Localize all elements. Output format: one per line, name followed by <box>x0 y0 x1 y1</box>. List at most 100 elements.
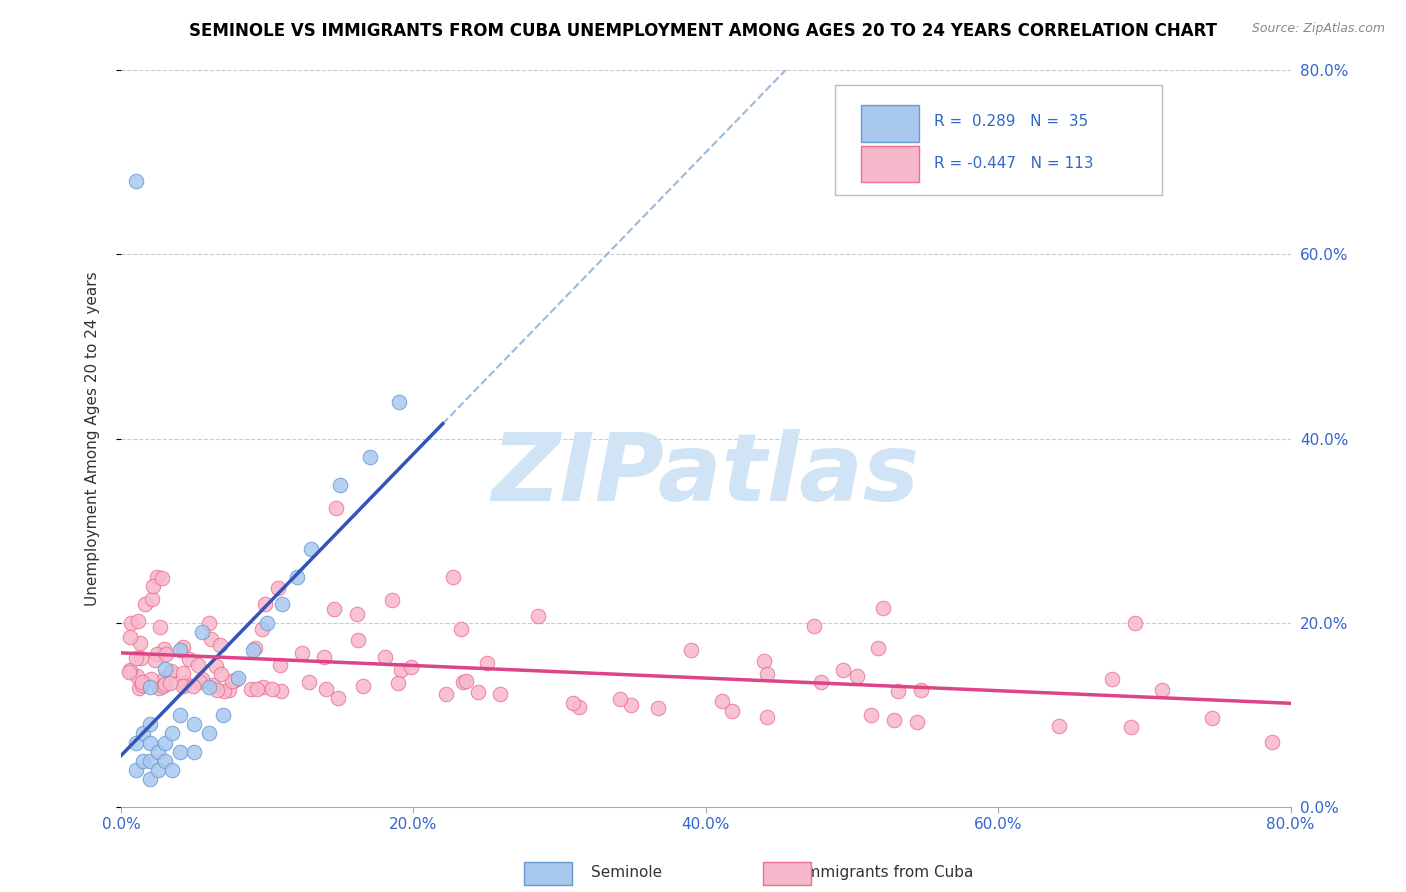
Point <box>443 570 465 584</box>
Point <box>129 635 152 649</box>
Point <box>155 647 177 661</box>
Point <box>212 707 235 722</box>
FancyBboxPatch shape <box>835 85 1161 195</box>
Point <box>139 717 162 731</box>
Y-axis label: Unemployment Among Ages 20 to 24 years: Unemployment Among Ages 20 to 24 years <box>86 271 100 606</box>
Point <box>860 708 883 723</box>
Point <box>252 680 274 694</box>
Point <box>146 745 169 759</box>
Point <box>143 653 166 667</box>
Point <box>183 717 205 731</box>
Point <box>146 570 169 584</box>
Point <box>872 601 894 615</box>
Point <box>142 579 165 593</box>
Point <box>139 673 162 687</box>
Point <box>620 698 643 712</box>
Point <box>527 608 550 623</box>
Point <box>269 657 291 672</box>
Point <box>245 640 267 655</box>
Point <box>127 669 149 683</box>
Point <box>169 745 191 759</box>
Point <box>711 694 734 708</box>
Point <box>214 684 236 698</box>
Point <box>172 679 194 693</box>
FancyBboxPatch shape <box>862 146 918 182</box>
Point <box>141 592 163 607</box>
Point <box>389 663 412 677</box>
Point <box>125 735 148 749</box>
Point <box>159 676 181 690</box>
Point <box>609 691 631 706</box>
Point <box>218 682 240 697</box>
Point <box>568 699 591 714</box>
Point <box>148 681 170 695</box>
Point <box>129 650 152 665</box>
Point <box>267 582 290 596</box>
Point <box>1201 711 1223 725</box>
Point <box>868 640 890 655</box>
Point <box>562 696 585 710</box>
Point <box>131 678 153 692</box>
Point <box>152 679 174 693</box>
Point <box>285 570 308 584</box>
Point <box>150 571 173 585</box>
Text: Source: ZipAtlas.com: Source: ZipAtlas.com <box>1251 22 1385 36</box>
Point <box>314 649 336 664</box>
Point <box>174 676 197 690</box>
Point <box>209 667 232 681</box>
Point <box>159 665 181 680</box>
Point <box>299 542 322 557</box>
Point <box>755 667 778 681</box>
Point <box>721 705 744 719</box>
Point <box>204 659 226 673</box>
Point <box>434 688 457 702</box>
Point <box>188 674 211 689</box>
Point <box>380 592 402 607</box>
Point <box>159 664 181 678</box>
Point <box>146 647 169 661</box>
Point <box>291 646 314 660</box>
Point <box>477 657 499 671</box>
Point <box>118 630 141 644</box>
Point <box>803 619 825 633</box>
Point <box>172 640 194 654</box>
Point <box>190 624 212 639</box>
Point <box>118 665 141 679</box>
Point <box>172 666 194 681</box>
Point <box>139 754 162 768</box>
Point <box>125 173 148 187</box>
Point <box>162 763 184 777</box>
Point <box>153 735 176 749</box>
Point <box>162 726 184 740</box>
Point <box>153 641 176 656</box>
Point <box>347 632 370 647</box>
Point <box>883 713 905 727</box>
Point <box>132 726 155 740</box>
Point <box>846 669 869 683</box>
Point <box>329 477 352 491</box>
Point <box>242 643 264 657</box>
Point <box>831 663 853 677</box>
Text: R = -0.447   N = 113: R = -0.447 N = 113 <box>934 156 1094 171</box>
Point <box>387 676 409 690</box>
Point <box>134 597 156 611</box>
Point <box>1121 721 1143 735</box>
Point <box>153 677 176 691</box>
Point <box>127 614 149 628</box>
Point <box>152 672 174 686</box>
Point <box>323 602 346 616</box>
Point <box>201 678 224 692</box>
Point <box>191 673 214 687</box>
Point <box>1101 672 1123 686</box>
Point <box>681 643 703 657</box>
Point <box>139 680 162 694</box>
Point <box>118 664 141 678</box>
Point <box>374 650 396 665</box>
Point <box>399 660 422 674</box>
Text: R =  0.289   N =  35: R = 0.289 N = 35 <box>934 114 1088 129</box>
Point <box>256 615 278 630</box>
Point <box>224 673 246 687</box>
Point <box>910 682 932 697</box>
Point <box>187 658 209 673</box>
Point <box>467 685 489 699</box>
